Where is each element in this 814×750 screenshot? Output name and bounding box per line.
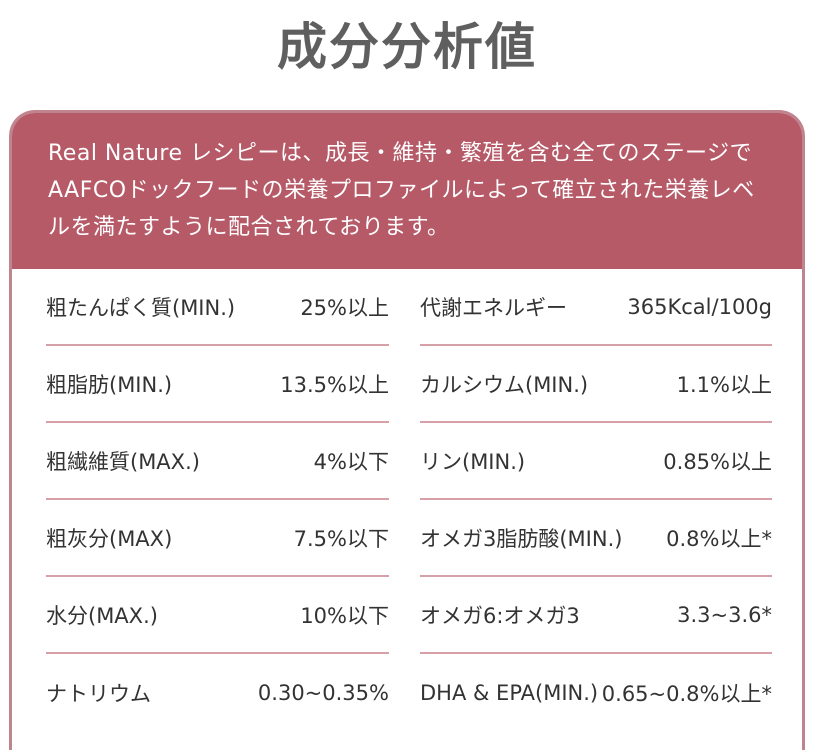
nutrient-value: 1.1%以上 — [676, 372, 772, 397]
nutrient-value: 0.85%以上 — [663, 449, 772, 474]
nutrient-value: 7.5%以下 — [293, 526, 389, 551]
nutrient-value: 0.65~0.8%以上* — [601, 681, 772, 706]
nutrient-label: 粗繊維質(MAX.) — [46, 449, 200, 474]
nutrient-row: カルシウム(MIN.) 1.1%以上 — [420, 346, 772, 423]
nutrient-label: オメガ3脂肪酸(MIN.) — [420, 526, 623, 551]
nutrient-row: 水分(MAX.) 10%以下 — [46, 577, 389, 654]
nutrition-card: Real Nature レシピーは、成長・維持・繁殖を含む全てのステージで AA… — [9, 110, 805, 750]
nutrient-row: ナトリウム 0.30~0.35% — [46, 654, 389, 731]
nutrient-row: リン(MIN.) 0.85%以上 — [420, 423, 772, 500]
nutrient-row: 粗たんぱく質(MIN.) 25%以上 — [46, 269, 389, 346]
nutrient-value: 0.8%以上* — [666, 526, 772, 551]
nutrient-label: 粗灰分(MAX) — [46, 526, 173, 551]
nutrient-value: 0.30~0.35% — [257, 680, 389, 705]
nutrient-label: ナトリウム — [46, 681, 151, 706]
nutrient-label: カルシウム(MIN.) — [420, 372, 589, 397]
nutrition-table: 粗たんぱく質(MIN.) 25%以上 粗脂肪(MIN.) 13.5%以上 粗繊維… — [12, 269, 802, 749]
nutrient-value: 3.3~3.6* — [677, 602, 772, 627]
nutrient-row: 粗脂肪(MIN.) 13.5%以上 — [46, 346, 389, 423]
nutrient-label: オメガ6:オメガ3 — [420, 603, 580, 628]
nutrient-row: オメガ3脂肪酸(MIN.) 0.8%以上* — [420, 500, 772, 577]
nutrient-value: 365Kcal/100g — [627, 294, 772, 319]
nutrient-value: 25%以上 — [300, 295, 389, 320]
page-title: 成分分析値 — [277, 18, 537, 76]
nutrient-value: 10%以下 — [300, 603, 389, 628]
nutrient-label: リン(MIN.) — [420, 449, 526, 474]
nutrient-row: DHA & EPA(MIN.) 0.65~0.8%以上* — [420, 654, 772, 731]
nutrient-label: 粗たんぱく質(MIN.) — [46, 295, 236, 320]
nutrition-column-left: 粗たんぱく質(MIN.) 25%以上 粗脂肪(MIN.) 13.5%以上 粗繊維… — [46, 269, 389, 731]
nutrient-row: オメガ6:オメガ3 3.3~3.6* — [420, 577, 772, 654]
nutrient-row: 代謝エネルギー 365Kcal/100g — [420, 269, 772, 346]
nutrient-value: 13.5%以上 — [280, 372, 389, 397]
nutrient-label: DHA & EPA(MIN.) — [420, 680, 599, 705]
nutrition-column-right: 代謝エネルギー 365Kcal/100g カルシウム(MIN.) 1.1%以上 … — [420, 269, 772, 731]
intro-text: Real Nature レシピーは、成長・維持・繁殖を含む全てのステージで AA… — [12, 113, 802, 269]
nutrient-label: 水分(MAX.) — [46, 603, 158, 628]
nutrient-row: 粗灰分(MAX) 7.5%以下 — [46, 500, 389, 577]
nutrient-value: 4%以下 — [313, 449, 389, 474]
nutrient-row: 粗繊維質(MAX.) 4%以下 — [46, 423, 389, 500]
nutrient-label: 粗脂肪(MIN.) — [46, 372, 173, 397]
nutrient-label: 代謝エネルギー — [420, 295, 567, 320]
